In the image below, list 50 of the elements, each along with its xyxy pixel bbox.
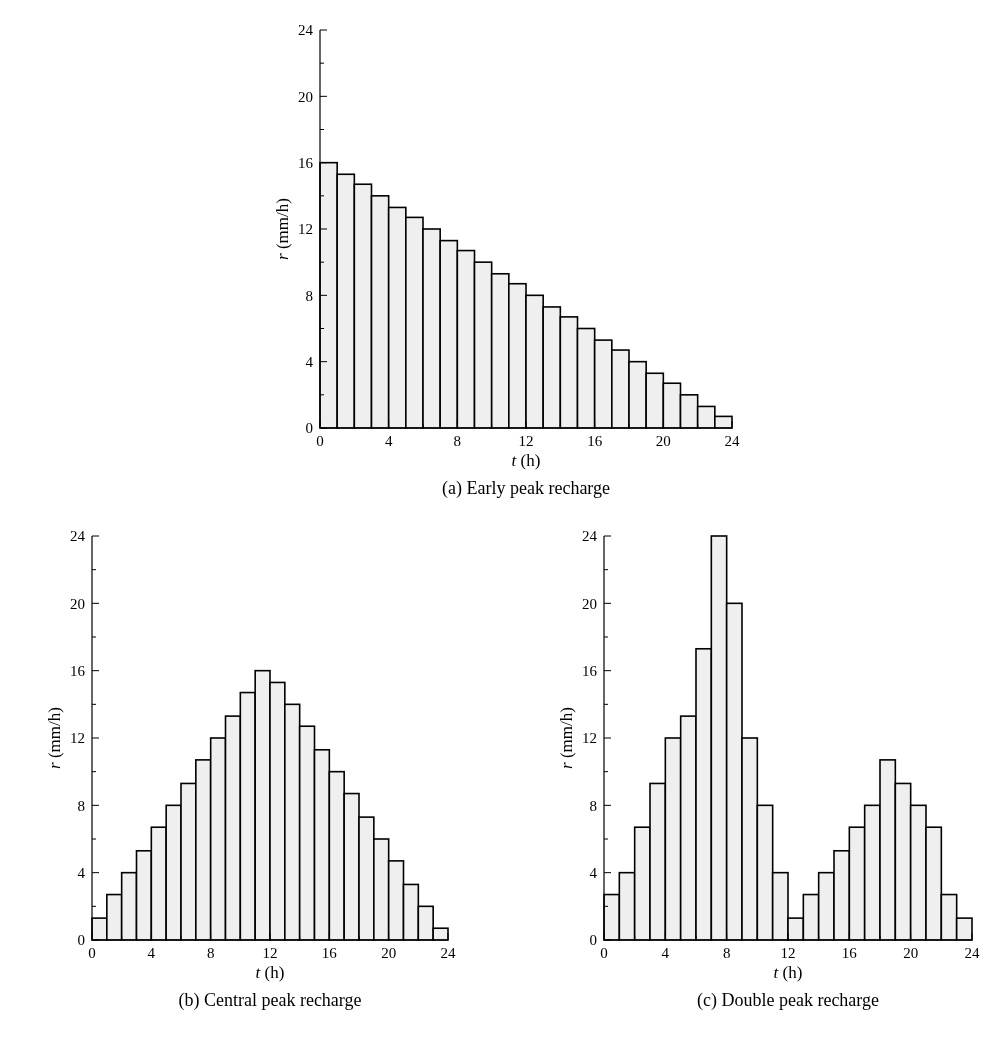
x-axis-title: t (h) (511, 451, 541, 470)
x-axis-title: t (h) (773, 963, 803, 982)
x-tick-label: 4 (661, 945, 670, 961)
text: (c) Double peak recharge (696, 990, 880, 1011)
y-tick-label: 0 (305, 420, 313, 437)
x-tick-label: 8 (722, 945, 731, 961)
y-tick-label: 8 (589, 797, 597, 814)
y-tick-label: 8 (305, 287, 313, 304)
x-tick-label: 24 (440, 945, 456, 961)
x-tick-label: 12 (262, 945, 278, 961)
x-axis-title: t (h) (255, 963, 285, 982)
text: (a) Early peak recharge (441, 478, 611, 499)
x-tick-label: 0 (316, 433, 324, 449)
y-tick-label: 24 (582, 528, 598, 545)
x-tick-label: 8 (453, 433, 462, 449)
y-axis-title: r (mm/h) (45, 707, 64, 769)
y-tick-label: 12 (298, 221, 313, 238)
x-tick-label: 0 (600, 945, 608, 961)
y-tick-label: 0 (77, 932, 85, 949)
y-tick-label: 4 (77, 864, 86, 881)
x-tick-label: 0 (88, 945, 96, 961)
x-tick-label: 20 (903, 945, 919, 961)
x-tick-label: 4 (384, 433, 393, 449)
y-tick-label: 20 (582, 595, 597, 612)
y-tick-label: 20 (70, 595, 85, 612)
y-tick-label: 8 (77, 797, 85, 814)
y-tick-label: 20 (298, 88, 313, 105)
text: (b) Central peak recharge (178, 990, 362, 1011)
y-tick-label: 4 (305, 353, 314, 370)
x-tick-label: 12 (518, 433, 534, 449)
y-tick-label: 12 (582, 730, 597, 747)
y-tick-label: 16 (298, 154, 314, 171)
y-tick-label: 16 (582, 662, 598, 679)
y-tick-label: 24 (70, 528, 86, 545)
y-tick-label: 12 (70, 730, 85, 747)
y-tick-label: 24 (298, 22, 314, 39)
y-tick-label: 16 (70, 662, 86, 679)
x-tick-label: 20 (655, 433, 671, 449)
y-axis-title: r (mm/h) (557, 707, 576, 769)
x-tick-label: 8 (206, 945, 215, 961)
y-tick-label: 0 (589, 932, 597, 949)
x-tick-label: 16 (841, 945, 858, 961)
x-tick-label: 24 (964, 945, 980, 961)
x-tick-label: 16 (321, 945, 338, 961)
x-tick-label: 20 (381, 945, 397, 961)
x-tick-label: 4 (147, 945, 156, 961)
x-tick-label: 24 (724, 433, 740, 449)
y-axis-title: r (mm/h) (273, 198, 292, 260)
x-tick-label: 12 (780, 945, 796, 961)
y-tick-label: 4 (589, 864, 598, 881)
